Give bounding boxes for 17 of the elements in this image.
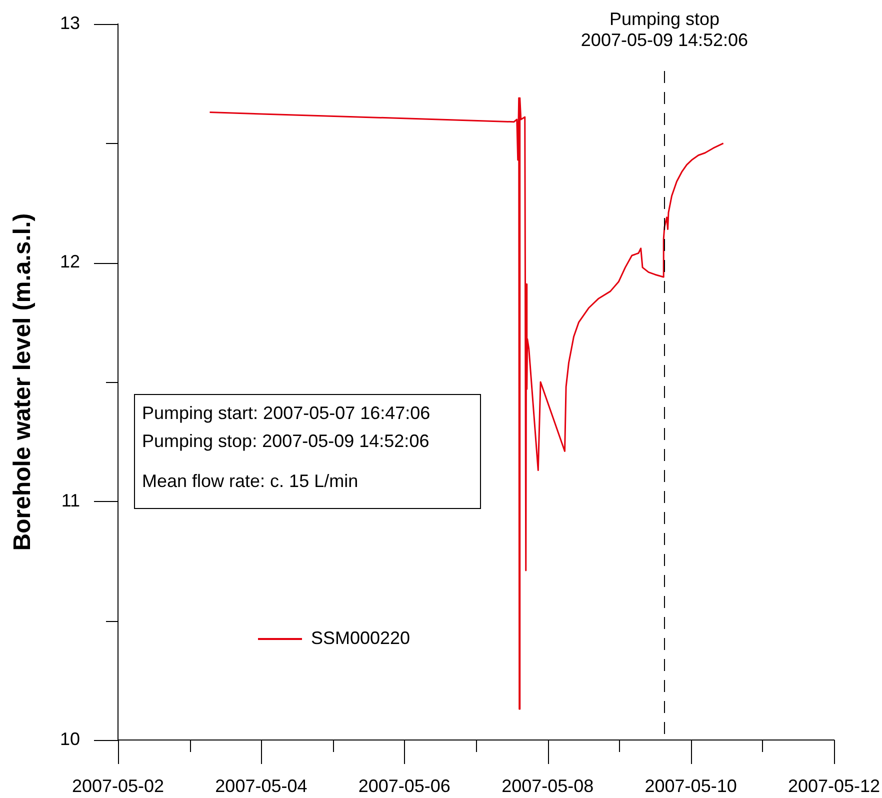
annotation: Pumping stop: 2007-05-09 14:52:06 [142,430,430,453]
x-tick-label: 2007-05-04 [215,776,308,796]
y-tick-label: 10 [60,728,80,749]
x-tick-label: 2007-05-02 [72,776,164,796]
x-tick-label: 2007-05-12 [788,776,880,796]
x-tick-label: 2007-05-06 [358,776,450,796]
note-box: Pumping start: 2007-05-07 16:47:06 Pumping stop: 2007-05-09 14:52:06 Mean flow rate: c. 15 L/min [134,394,482,509]
x-tick-label: 2007-05-08 [502,776,594,796]
x-tick-label: 2007-05-10 [644,776,737,796]
y-tick-label: 11 [61,490,80,510]
annotation: Mean flow rate: c. 15 L/min [142,470,360,493]
annotation: Pumping start: 2007-05-07 16:47:06 [142,402,430,425]
y-tick-label: 13 [60,12,80,33]
y-axis-title: Borehole water level (m.a.s.l.) [9,213,36,551]
ref-line-label: Pumping stop 2007-05-09 14:52:06 [580,9,748,50]
y-tick-label: 12 [60,252,80,272]
legend-label: SSM000220 [311,628,410,648]
